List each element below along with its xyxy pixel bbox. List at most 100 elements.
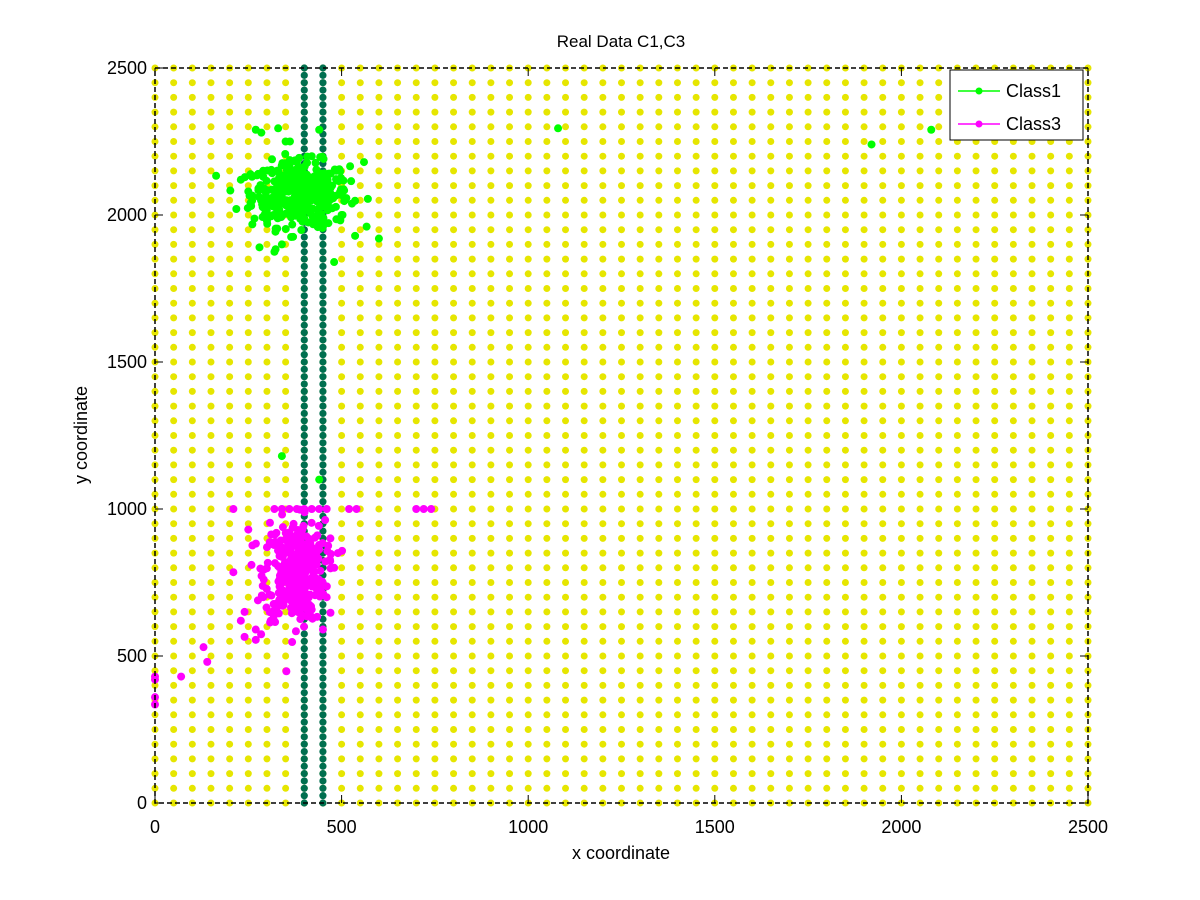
grid-point xyxy=(207,623,215,631)
grid-point xyxy=(972,226,980,234)
data-point-class3 xyxy=(330,563,339,572)
grid-point xyxy=(543,167,551,175)
grid-point xyxy=(897,696,905,704)
grid-point xyxy=(655,79,663,87)
grid-point xyxy=(599,167,607,175)
grid-point xyxy=(860,652,868,660)
grid-point xyxy=(673,152,681,160)
grid-point xyxy=(879,152,887,160)
grid-point xyxy=(244,211,252,219)
grid-point xyxy=(953,681,961,689)
grid-point xyxy=(618,652,625,660)
grid-point xyxy=(394,358,402,366)
grid-point xyxy=(804,108,812,116)
grid-point xyxy=(692,387,700,395)
grid-point xyxy=(673,608,681,616)
grid-point xyxy=(804,681,812,689)
grid-point xyxy=(785,108,793,116)
grid-point xyxy=(692,329,700,337)
grid-point xyxy=(226,755,234,763)
grid-point xyxy=(170,799,178,807)
grid-point xyxy=(991,637,999,645)
grid-point xyxy=(375,770,383,778)
grid-point xyxy=(524,182,532,190)
grid-point xyxy=(580,358,588,366)
grid-point xyxy=(916,64,924,72)
grid-point xyxy=(562,314,570,322)
grid-point xyxy=(636,579,644,586)
grid-point xyxy=(804,211,812,219)
grid-point xyxy=(506,211,514,219)
grid-point xyxy=(226,226,234,234)
grid-point xyxy=(394,740,402,748)
grid-point xyxy=(450,138,458,145)
grid-point xyxy=(748,740,756,748)
y-tick-label: 2500 xyxy=(107,58,147,78)
grid-point xyxy=(991,711,999,719)
grid-point xyxy=(170,652,178,660)
grid-point xyxy=(170,726,178,733)
grid-point xyxy=(506,79,514,87)
grid-point xyxy=(692,226,700,234)
grid-point xyxy=(263,667,271,675)
line-point xyxy=(300,314,308,322)
grid-point xyxy=(1084,417,1092,425)
grid-point xyxy=(655,652,663,660)
grid-point xyxy=(375,108,383,116)
grid-point xyxy=(1084,402,1092,410)
grid-point xyxy=(1065,637,1073,645)
grid-point xyxy=(841,461,849,469)
grid-point xyxy=(226,93,234,101)
grid-point xyxy=(1028,343,1036,351)
grid-point xyxy=(188,299,196,307)
grid-point xyxy=(487,770,495,778)
grid-point xyxy=(468,93,476,101)
grid-point xyxy=(543,314,551,322)
grid-point xyxy=(841,623,849,631)
grid-point xyxy=(207,755,215,763)
grid-point xyxy=(897,196,905,204)
data-point-class1 xyxy=(275,173,284,182)
line-point xyxy=(319,248,327,256)
line-point xyxy=(319,527,327,535)
grid-point xyxy=(655,211,663,219)
grid-point xyxy=(823,770,831,778)
grid-point xyxy=(916,387,924,395)
grid-point xyxy=(394,696,402,704)
grid-point xyxy=(431,270,439,278)
grid-point xyxy=(823,343,831,351)
grid-point xyxy=(207,285,215,292)
grid-point xyxy=(338,490,346,498)
grid-point xyxy=(562,373,570,381)
grid-point xyxy=(823,152,831,160)
grid-point xyxy=(673,182,681,190)
grid-point xyxy=(785,667,793,675)
grid-point xyxy=(1009,211,1017,219)
grid-point xyxy=(748,623,756,631)
grid-point xyxy=(1028,755,1036,763)
grid-point xyxy=(897,593,905,601)
grid-point xyxy=(188,534,196,542)
grid-point xyxy=(916,505,924,513)
grid-point xyxy=(972,387,980,395)
grid-point xyxy=(767,681,775,689)
grid-point xyxy=(804,652,812,660)
grid-point xyxy=(282,270,290,278)
grid-point xyxy=(991,593,999,601)
grid-point xyxy=(916,490,924,498)
grid-point xyxy=(879,534,887,542)
grid-point xyxy=(935,755,943,763)
grid-point xyxy=(618,255,625,263)
grid-point xyxy=(618,299,625,307)
grid-point xyxy=(1047,711,1055,719)
data-point-class1 xyxy=(277,161,286,170)
grid-point xyxy=(1047,417,1055,425)
grid-point xyxy=(338,387,346,395)
grid-point xyxy=(524,784,532,792)
grid-point xyxy=(412,652,420,660)
grid-point xyxy=(618,476,625,484)
grid-point xyxy=(468,270,476,278)
grid-point xyxy=(338,343,346,351)
grid-point xyxy=(226,579,234,586)
line-point xyxy=(319,417,327,425)
